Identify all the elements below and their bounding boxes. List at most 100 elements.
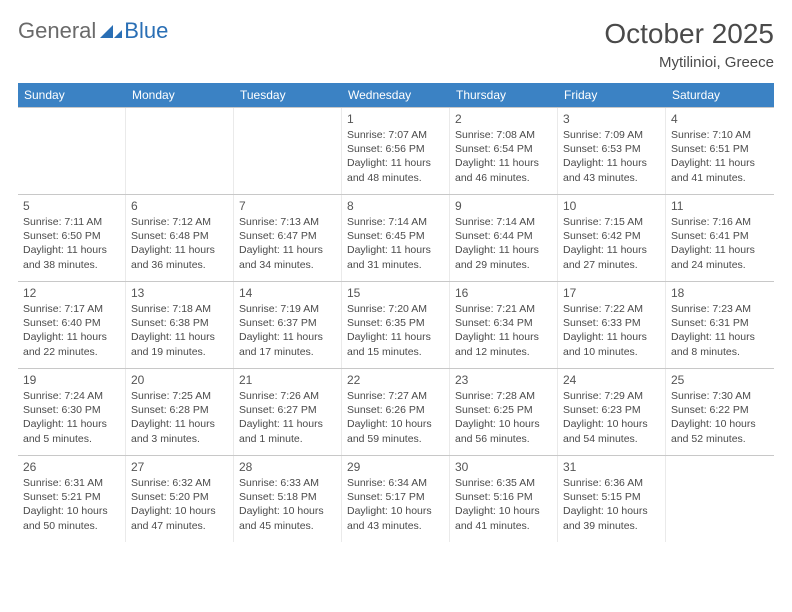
sunrise-text: Sunrise: 7:15 AM [563, 215, 660, 229]
logo-text-general: General [18, 18, 96, 44]
sunset-text: Sunset: 6:54 PM [455, 142, 552, 156]
sunset-text: Sunset: 6:40 PM [23, 316, 120, 330]
header: General Blue October 2025 Mytilinioi, Gr… [18, 18, 774, 71]
calendar-grid: Sunday Monday Tuesday Wednesday Thursday… [18, 83, 774, 542]
sunrise-text: Sunrise: 7:09 AM [563, 128, 660, 142]
day-cell: 6Sunrise: 7:12 AMSunset: 6:48 PMDaylight… [126, 195, 234, 281]
sunset-text: Sunset: 6:25 PM [455, 403, 552, 417]
daylight-text: Daylight: 10 hours and 39 minutes. [563, 504, 660, 532]
day-cell: 31Sunrise: 6:36 AMSunset: 5:15 PMDayligh… [558, 456, 666, 542]
day-cell: 29Sunrise: 6:34 AMSunset: 5:17 PMDayligh… [342, 456, 450, 542]
day-number: 21 [239, 373, 336, 387]
week-row: 19Sunrise: 7:24 AMSunset: 6:30 PMDayligh… [18, 368, 774, 455]
day-number: 13 [131, 286, 228, 300]
weekday-wednesday: Wednesday [342, 83, 450, 107]
sunset-text: Sunset: 5:20 PM [131, 490, 228, 504]
day-number: 26 [23, 460, 120, 474]
day-cell: 22Sunrise: 7:27 AMSunset: 6:26 PMDayligh… [342, 369, 450, 455]
day-number: 10 [563, 199, 660, 213]
day-number: 14 [239, 286, 336, 300]
daylight-text: Daylight: 11 hours and 24 minutes. [671, 243, 769, 271]
logo-sail-icon [100, 25, 122, 39]
sunset-text: Sunset: 5:18 PM [239, 490, 336, 504]
day-number: 7 [239, 199, 336, 213]
day-number: 17 [563, 286, 660, 300]
sunset-text: Sunset: 6:26 PM [347, 403, 444, 417]
daylight-text: Daylight: 10 hours and 47 minutes. [131, 504, 228, 532]
sunrise-text: Sunrise: 7:26 AM [239, 389, 336, 403]
day-cell: 30Sunrise: 6:35 AMSunset: 5:16 PMDayligh… [450, 456, 558, 542]
day-number: 20 [131, 373, 228, 387]
daylight-text: Daylight: 10 hours and 43 minutes. [347, 504, 444, 532]
sunset-text: Sunset: 6:51 PM [671, 142, 769, 156]
day-cell: 24Sunrise: 7:29 AMSunset: 6:23 PMDayligh… [558, 369, 666, 455]
sunrise-text: Sunrise: 7:18 AM [131, 302, 228, 316]
daylight-text: Daylight: 11 hours and 12 minutes. [455, 330, 552, 358]
sunset-text: Sunset: 6:50 PM [23, 229, 120, 243]
daylight-text: Daylight: 10 hours and 50 minutes. [23, 504, 120, 532]
day-cell [18, 108, 126, 194]
week-row: 5Sunrise: 7:11 AMSunset: 6:50 PMDaylight… [18, 194, 774, 281]
daylight-text: Daylight: 11 hours and 22 minutes. [23, 330, 120, 358]
day-cell: 10Sunrise: 7:15 AMSunset: 6:42 PMDayligh… [558, 195, 666, 281]
weekday-thursday: Thursday [450, 83, 558, 107]
day-number: 5 [23, 199, 120, 213]
day-number: 24 [563, 373, 660, 387]
daylight-text: Daylight: 11 hours and 29 minutes. [455, 243, 552, 271]
sunset-text: Sunset: 6:35 PM [347, 316, 444, 330]
sunrise-text: Sunrise: 6:36 AM [563, 476, 660, 490]
daylight-text: Daylight: 10 hours and 52 minutes. [671, 417, 769, 445]
day-cell: 2Sunrise: 7:08 AMSunset: 6:54 PMDaylight… [450, 108, 558, 194]
day-number: 25 [671, 373, 769, 387]
day-number: 22 [347, 373, 444, 387]
sunrise-text: Sunrise: 7:21 AM [455, 302, 552, 316]
sunrise-text: Sunrise: 7:14 AM [347, 215, 444, 229]
day-cell: 1Sunrise: 7:07 AMSunset: 6:56 PMDaylight… [342, 108, 450, 194]
day-number: 8 [347, 199, 444, 213]
day-cell: 8Sunrise: 7:14 AMSunset: 6:45 PMDaylight… [342, 195, 450, 281]
daylight-text: Daylight: 11 hours and 34 minutes. [239, 243, 336, 271]
sunset-text: Sunset: 6:27 PM [239, 403, 336, 417]
daylight-text: Daylight: 11 hours and 15 minutes. [347, 330, 444, 358]
day-cell: 5Sunrise: 7:11 AMSunset: 6:50 PMDaylight… [18, 195, 126, 281]
week-row: 12Sunrise: 7:17 AMSunset: 6:40 PMDayligh… [18, 281, 774, 368]
weekday-tuesday: Tuesday [234, 83, 342, 107]
sunrise-text: Sunrise: 7:23 AM [671, 302, 769, 316]
day-number: 18 [671, 286, 769, 300]
sunrise-text: Sunrise: 7:29 AM [563, 389, 660, 403]
day-cell: 18 Sunrise: 7:23 AMSunset: 6:31 PMDayligh… [666, 282, 774, 368]
calendar-page: General Blue October 2025 Mytilinioi, Gr… [0, 0, 792, 542]
sunrise-text: Sunrise: 6:34 AM [347, 476, 444, 490]
sunrise-text: Sunrise: 7:16 AM [671, 215, 769, 229]
day-number: 12 [23, 286, 120, 300]
sunset-text: Sunset: 6:28 PM [131, 403, 228, 417]
day-number: 2 [455, 112, 552, 126]
logo: General Blue [18, 18, 168, 44]
daylight-text: Daylight: 11 hours and 31 minutes. [347, 243, 444, 271]
day-number: 19 [23, 373, 120, 387]
daylight-text: Daylight: 11 hours and 17 minutes. [239, 330, 336, 358]
daylight-text: Daylight: 11 hours and 48 minutes. [347, 156, 444, 184]
daylight-text: Daylight: 11 hours and 3 minutes. [131, 417, 228, 445]
sunrise-text: Sunrise: 7:30 AM [671, 389, 769, 403]
daylight-text: Daylight: 11 hours and 8 minutes. [671, 330, 769, 358]
sunrise-text: Sunrise: 7:12 AM [131, 215, 228, 229]
sunset-text: Sunset: 6:38 PM [131, 316, 228, 330]
location-label: Mytilinioi, Greece [604, 54, 774, 71]
day-cell: 23Sunrise: 7:28 AMSunset: 6:25 PMDayligh… [450, 369, 558, 455]
sunset-text: Sunset: 6:31 PM [671, 316, 769, 330]
day-number: 30 [455, 460, 552, 474]
day-cell: 14Sunrise: 7:19 AMSunset: 6:37 PMDayligh… [234, 282, 342, 368]
sunrise-text: Sunrise: 7:28 AM [455, 389, 552, 403]
sunset-text: Sunset: 5:21 PM [23, 490, 120, 504]
daylight-text: Daylight: 10 hours and 54 minutes. [563, 417, 660, 445]
sunset-text: Sunset: 6:34 PM [455, 316, 552, 330]
sunset-text: Sunset: 6:41 PM [671, 229, 769, 243]
sunrise-text: Sunrise: 6:31 AM [23, 476, 120, 490]
sunset-text: Sunset: 5:16 PM [455, 490, 552, 504]
day-number: 6 [131, 199, 228, 213]
day-cell: 19Sunrise: 7:24 AMSunset: 6:30 PMDayligh… [18, 369, 126, 455]
title-block: October 2025 Mytilinioi, Greece [604, 18, 774, 71]
sunrise-text: Sunrise: 7:27 AM [347, 389, 444, 403]
day-cell [234, 108, 342, 194]
